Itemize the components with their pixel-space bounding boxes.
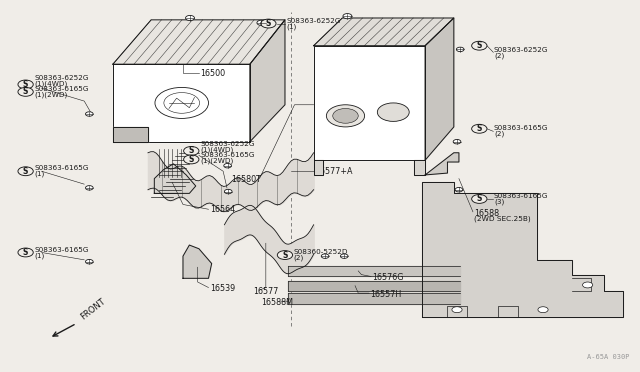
Text: S08363-6165G: S08363-6165G — [35, 247, 89, 253]
Text: 16539: 16539 — [210, 284, 235, 293]
Circle shape — [86, 260, 93, 264]
Circle shape — [472, 41, 487, 50]
Circle shape — [86, 112, 93, 116]
Text: S: S — [477, 41, 482, 50]
Text: S08363-6165G: S08363-6165G — [35, 165, 89, 171]
Circle shape — [260, 19, 276, 28]
Text: 16580T: 16580T — [231, 175, 260, 184]
Text: 16500: 16500 — [200, 69, 225, 78]
Circle shape — [343, 13, 352, 19]
Text: S08363-6165G: S08363-6165G — [35, 86, 89, 92]
Circle shape — [582, 282, 593, 288]
Circle shape — [18, 80, 33, 89]
Polygon shape — [113, 20, 285, 64]
Circle shape — [277, 251, 292, 260]
Text: (1)(2WD): (1)(2WD) — [200, 158, 234, 164]
Circle shape — [453, 140, 461, 144]
Polygon shape — [414, 160, 425, 175]
Circle shape — [186, 15, 195, 20]
Text: S: S — [266, 19, 271, 28]
Circle shape — [224, 163, 232, 168]
Text: (2): (2) — [494, 53, 504, 59]
Text: S08363-6252G: S08363-6252G — [200, 141, 255, 147]
Text: FRONT: FRONT — [79, 297, 108, 322]
Text: 16564: 16564 — [210, 205, 235, 215]
Polygon shape — [314, 46, 425, 160]
Circle shape — [155, 87, 209, 118]
Circle shape — [452, 307, 462, 312]
Text: (1)(2WD): (1)(2WD) — [35, 92, 68, 99]
Text: (1): (1) — [35, 252, 45, 259]
Circle shape — [455, 187, 463, 192]
Text: (3): (3) — [494, 199, 504, 205]
Text: (1)(4WD): (1)(4WD) — [35, 80, 68, 87]
Circle shape — [18, 248, 33, 257]
Circle shape — [326, 105, 365, 127]
Circle shape — [257, 20, 266, 25]
Polygon shape — [113, 127, 148, 142]
Polygon shape — [314, 160, 323, 175]
Text: S08363-6252G: S08363-6252G — [35, 75, 89, 81]
Text: S08360-5252D: S08360-5252D — [294, 250, 348, 256]
Text: (1): (1) — [35, 171, 45, 177]
Text: 16577: 16577 — [253, 287, 278, 296]
Text: (2): (2) — [294, 255, 304, 261]
Text: 16588: 16588 — [474, 209, 499, 218]
Text: (1): (1) — [286, 23, 296, 30]
Text: S: S — [189, 155, 194, 164]
Text: A-65A 030P: A-65A 030P — [586, 354, 629, 360]
Circle shape — [378, 103, 409, 121]
Circle shape — [538, 307, 548, 312]
Circle shape — [225, 189, 232, 194]
Text: S: S — [477, 124, 482, 133]
Polygon shape — [425, 153, 459, 175]
Text: S: S — [23, 167, 28, 176]
Circle shape — [321, 254, 329, 259]
Text: (1)(4WD): (1)(4WD) — [200, 147, 234, 153]
Circle shape — [86, 186, 93, 190]
Polygon shape — [154, 164, 196, 193]
Polygon shape — [314, 18, 454, 46]
Text: 16577+A: 16577+A — [315, 167, 353, 176]
Circle shape — [472, 124, 487, 133]
Circle shape — [456, 47, 464, 52]
Circle shape — [472, 195, 487, 203]
Text: S: S — [23, 80, 28, 89]
Text: S: S — [23, 248, 28, 257]
Text: (2): (2) — [494, 130, 504, 137]
Circle shape — [18, 167, 33, 176]
Circle shape — [18, 87, 33, 96]
Text: 16576G: 16576G — [372, 273, 404, 282]
Text: S: S — [282, 251, 287, 260]
Text: (2WD SEC.25B): (2WD SEC.25B) — [474, 216, 531, 222]
Circle shape — [333, 109, 358, 123]
Text: 16557H: 16557H — [371, 290, 401, 299]
Circle shape — [184, 155, 199, 164]
Polygon shape — [425, 18, 454, 160]
Polygon shape — [250, 20, 285, 142]
Text: S08363-6165G: S08363-6165G — [200, 153, 255, 158]
Circle shape — [340, 254, 348, 259]
Polygon shape — [183, 245, 212, 278]
Circle shape — [184, 147, 199, 155]
Text: S: S — [23, 87, 28, 96]
Text: 16588M: 16588M — [261, 298, 293, 307]
Text: S: S — [477, 195, 482, 203]
Polygon shape — [422, 182, 623, 317]
Text: S08363-6165G: S08363-6165G — [494, 125, 548, 131]
Text: S08363-6252G: S08363-6252G — [494, 47, 548, 53]
Polygon shape — [113, 64, 250, 142]
Text: S08363-6165G: S08363-6165G — [494, 193, 548, 199]
Text: S08363-6252G: S08363-6252G — [286, 17, 340, 23]
Text: S: S — [189, 147, 194, 155]
